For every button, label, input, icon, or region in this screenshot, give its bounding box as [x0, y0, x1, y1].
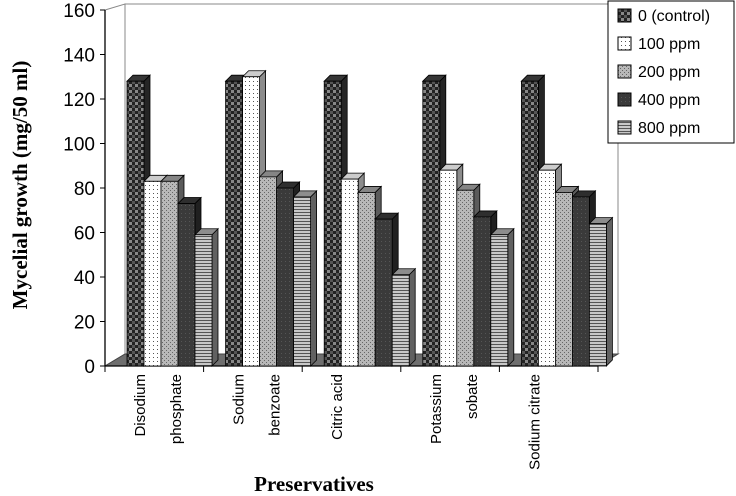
bar-front — [126, 80, 145, 367]
bar — [292, 189, 318, 367]
x-category-label: Citric acid — [329, 374, 346, 440]
bar-front — [177, 203, 196, 367]
bar-front — [391, 274, 410, 367]
x-axis-categories: Disodium phosphate Sodium benzoate Citric ac… — [132, 374, 543, 470]
y-tick-label: 40 — [74, 268, 95, 289]
bar-front — [521, 80, 539, 367]
bar-front — [160, 180, 179, 367]
legend-swatch — [617, 36, 632, 51]
bar-front — [374, 218, 393, 367]
bar-front — [259, 176, 278, 367]
y-tick-label: 80 — [74, 179, 95, 200]
bar-side — [310, 189, 318, 367]
bar-front — [276, 187, 295, 367]
bar — [194, 227, 219, 367]
y-tick-label: 60 — [74, 224, 95, 245]
bar-front — [473, 216, 492, 367]
y-tick-label: 0 — [84, 357, 95, 378]
left-wall — [104, 3, 126, 367]
bar-front — [589, 223, 607, 367]
bar — [391, 267, 417, 367]
bar-front — [143, 180, 162, 367]
x-category-label: Sodium — [231, 374, 248, 425]
x-category-label: benzoate — [267, 374, 284, 436]
bar-side — [408, 267, 416, 367]
legend-label: 800 ppm — [638, 120, 700, 137]
bar-front — [555, 192, 573, 367]
x-category-label: phosphate — [168, 374, 185, 444]
bar-front — [456, 189, 475, 367]
bar-side — [507, 227, 515, 367]
legend-swatch — [617, 64, 632, 79]
bar-front — [340, 178, 359, 367]
y-tick-label: 20 — [74, 313, 95, 334]
legend-label: 0 (control) — [638, 8, 710, 25]
x-category-label: Disodium — [132, 374, 149, 437]
bar-front — [538, 169, 556, 367]
legend-swatch — [617, 8, 632, 23]
y-tick-label: 160 — [63, 1, 95, 22]
bar-front — [293, 196, 312, 367]
legend-swatch — [617, 120, 632, 135]
y-tick-label: 140 — [63, 46, 95, 67]
y-tick-label: 100 — [63, 135, 95, 156]
bars — [126, 69, 614, 367]
bar-front — [572, 196, 590, 367]
bar-front — [490, 234, 509, 367]
bar-front — [194, 234, 213, 367]
y-axis-title: Mycelial growth (mg/50 ml) — [8, 61, 32, 310]
y-tick-label: 120 — [63, 90, 95, 111]
y-axis-ticks: 0 20 40 60 80 100 120 140 160 — [63, 1, 599, 378]
x-category-label: sobate — [464, 374, 481, 419]
legend-label: 400 ppm — [638, 92, 700, 109]
bar — [588, 216, 614, 367]
bar-side — [606, 216, 613, 367]
legend-label: 100 ppm — [638, 36, 700, 53]
bar-front — [225, 80, 244, 367]
legend-swatch — [617, 92, 632, 107]
x-category-label: Potassium — [428, 374, 445, 444]
bar-side — [211, 227, 219, 367]
x-axis-title: Preservatives — [254, 472, 374, 496]
legend: 0 (control) 100 ppm 200 ppm 400 ppm 800 ppm — [607, 0, 735, 144]
bar-front — [323, 80, 342, 367]
bar — [489, 227, 515, 367]
bar-front — [422, 80, 441, 367]
legend-label: 200 ppm — [638, 64, 700, 81]
x-category-label: Sodium citrate — [526, 374, 543, 470]
bar-front — [439, 169, 458, 367]
bar-front — [357, 192, 376, 367]
bar-front — [242, 76, 261, 367]
